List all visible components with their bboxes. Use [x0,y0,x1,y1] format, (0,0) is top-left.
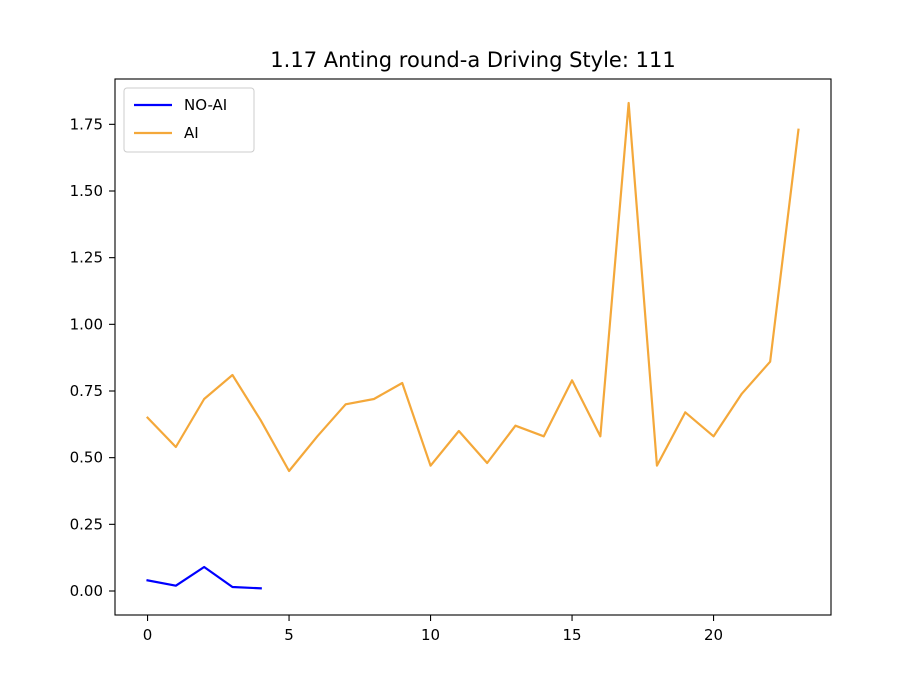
axes: 0 5 10 15 20 0.00 0.25 0.50 0.75 1.00 1.25 1.50 1.75 [70,78,832,644]
y-tick-label: 1.75 [70,115,103,133]
legend-label-ai: AI [184,124,199,142]
x-tick-label: 15 [563,626,582,644]
x-tick-label: 0 [143,626,153,644]
y-tick-label: 0.75 [70,382,103,400]
legend: NO-AI AI [123,87,255,153]
y-tick-label: 1.00 [70,315,103,333]
plot-area [145,101,800,590]
x-tick-label: 10 [421,626,440,644]
y-tick-label: 1.25 [70,249,103,267]
y-tick-label: 0.00 [70,582,103,600]
series-line-no-ai [146,565,262,590]
plot-frame [114,78,832,616]
chart-title: 1.17 Anting round-a Driving Style: 111 [270,48,675,72]
x-tick-label: 5 [284,626,294,644]
x-tick-label: 20 [704,626,723,644]
y-tick-label: 1.50 [70,182,103,200]
series-line-ai [145,101,800,473]
y-tick-label: 0.25 [70,515,103,533]
legend-label-no-ai: NO-AI [184,96,227,114]
y-tick-label: 0.50 [70,449,103,467]
